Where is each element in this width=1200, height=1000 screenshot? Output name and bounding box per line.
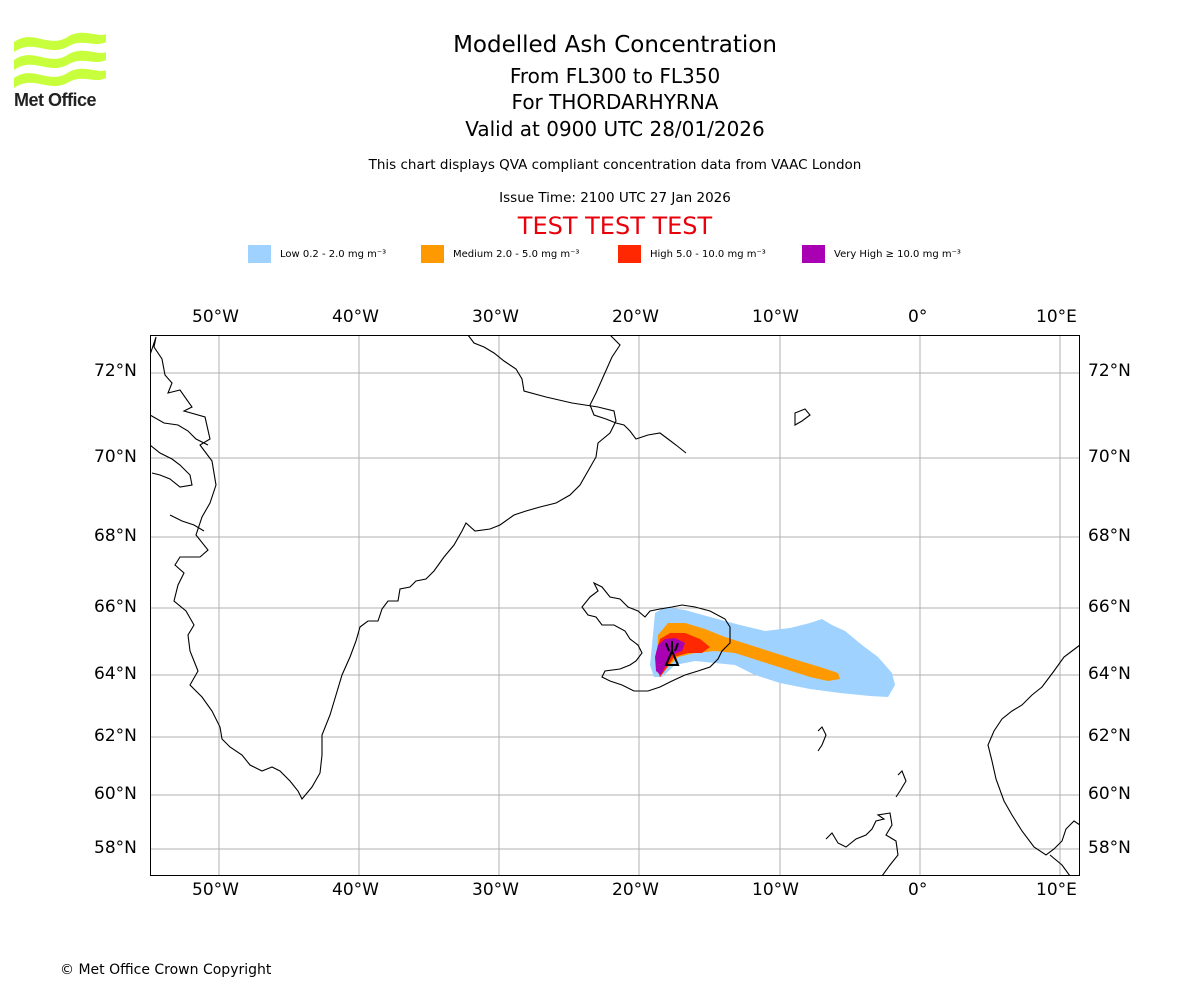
lon-label-bottom: 0° xyxy=(908,880,928,900)
flight-level-range: From FL300 to FL350 xyxy=(509,64,721,88)
test-banner: TEST TEST TEST xyxy=(517,212,713,240)
lat-label-right: 64°N xyxy=(1088,664,1131,684)
lon-label-bottom: 40°W xyxy=(332,880,379,900)
legend-label-low: Low 0.2 - 2.0 mg m⁻³ xyxy=(280,248,387,260)
chart-title: Modelled Ash Concentration xyxy=(453,32,777,58)
lon-label-top: 0° xyxy=(908,307,928,327)
lat-label-right: 62°N xyxy=(1088,726,1131,746)
legend-item-medium: Medium 2.0 - 5.0 mg m⁻³ xyxy=(421,244,579,264)
legend-swatch-medium xyxy=(421,245,444,263)
issue-time: Issue Time: 2100 UTC 27 Jan 2026 xyxy=(499,190,731,206)
lon-label-bottom: 30°W xyxy=(472,880,519,900)
norway-coastline xyxy=(987,644,1080,856)
lat-label-left: 72°N xyxy=(94,361,137,381)
coastlines xyxy=(150,335,1080,876)
met-office-logo: Met Office xyxy=(14,30,110,112)
legend-swatch-low xyxy=(248,245,271,263)
logo-text: Met Office xyxy=(14,90,97,110)
lon-label-bottom: 20°W xyxy=(612,880,659,900)
iceland-coastline xyxy=(581,581,731,692)
lat-label-right: 60°N xyxy=(1088,784,1131,804)
lat-label-right: 68°N xyxy=(1088,526,1131,546)
lat-label-left: 64°N xyxy=(94,664,137,684)
copyright-notice: © Met Office Crown Copyright xyxy=(60,962,272,978)
valid-time: Valid at 0900 UTC 28/01/2026 xyxy=(465,117,765,141)
volcano-icon xyxy=(664,641,680,666)
lat-label-left: 60°N xyxy=(94,784,137,804)
lat-label-left: 62°N xyxy=(94,726,137,746)
lon-label-top: 10°W xyxy=(752,307,799,327)
lat-label-left: 58°N xyxy=(94,838,137,858)
lon-label-top: 20°W xyxy=(612,307,659,327)
lat-label-right: 58°N xyxy=(1088,838,1131,858)
legend-item-low: Low 0.2 - 2.0 mg m⁻³ xyxy=(248,244,386,264)
lat-label-right: 72°N xyxy=(1088,361,1131,381)
lon-label-top: 30°W xyxy=(472,307,519,327)
legend-item-high: High 5.0 - 10.0 mg m⁻³ xyxy=(618,244,766,264)
description-text: This chart displays QVA compliant concen… xyxy=(368,157,862,173)
logo-waves xyxy=(14,32,106,88)
lat-label-left: 68°N xyxy=(94,526,137,546)
legend-swatch-high xyxy=(618,245,641,263)
greenland-coastline xyxy=(150,335,617,800)
ash-concentration-map[interactable] xyxy=(150,335,1081,877)
map-gridlines xyxy=(150,335,1080,876)
volcano-name: For THORDARHYRNA xyxy=(511,90,719,114)
legend-label-very-high: Very High ≥ 10.0 mg m⁻³ xyxy=(834,248,961,260)
lat-label-right: 66°N xyxy=(1088,597,1131,617)
lat-label-left: 66°N xyxy=(94,597,137,617)
lon-label-bottom: 10°W xyxy=(752,880,799,900)
lon-label-top: 10°E xyxy=(1036,307,1077,327)
map-background xyxy=(150,335,1080,876)
legend-item-very-high: Very High ≥ 10.0 mg m⁻³ xyxy=(802,244,961,264)
ash-medium-area xyxy=(657,623,840,681)
map-frame xyxy=(150,335,1080,876)
lon-label-bottom: 50°W xyxy=(192,880,239,900)
legend-label-high: High 5.0 - 10.0 mg m⁻³ xyxy=(650,248,766,260)
lon-label-top: 50°W xyxy=(192,307,239,327)
lon-label-bottom: 10°E xyxy=(1036,880,1077,900)
legend-swatch-very-high xyxy=(802,245,825,263)
lat-label-left: 70°N xyxy=(94,447,137,467)
legend-label-medium: Medium 2.0 - 5.0 mg m⁻³ xyxy=(453,248,580,260)
lat-label-right: 70°N xyxy=(1088,447,1131,467)
lon-label-top: 40°W xyxy=(332,307,379,327)
